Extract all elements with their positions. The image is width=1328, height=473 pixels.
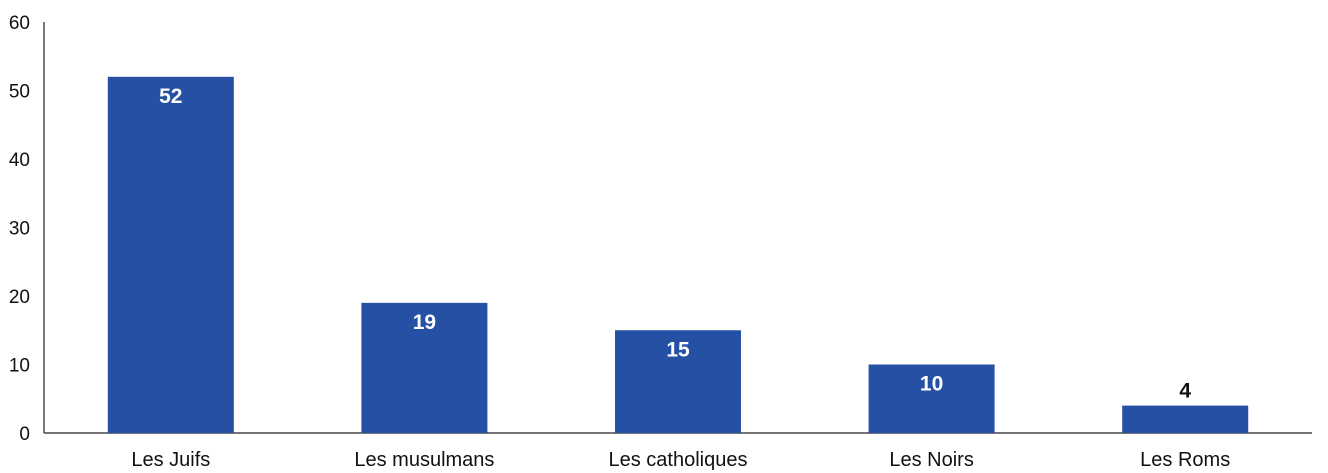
category-labels: Les Juifs Les musulmans Les catholiques Les… [131, 449, 1230, 471]
y-tick-label: 60 [9, 13, 30, 34]
bar [361, 302, 488, 433]
data-label: 19 [413, 311, 436, 334]
y-axis: 0 10 20 30 40 50 60 [9, 13, 45, 445]
data-label: 15 [666, 338, 690, 361]
bar [107, 76, 234, 434]
y-tick-label: 30 [9, 219, 30, 240]
y-tick-label: 10 [9, 356, 30, 377]
bars [107, 76, 1249, 434]
category-label: Les Roms [1140, 449, 1230, 471]
data-label: 10 [920, 373, 943, 396]
category-label: Les Juifs [131, 449, 210, 471]
y-tick-label: 20 [9, 287, 30, 308]
data-label: 52 [159, 85, 182, 108]
category-label: Les catholiques [609, 449, 748, 471]
data-labels: 52 19 15 10 4 [159, 85, 1191, 403]
category-label: Les musulmans [354, 449, 494, 471]
bar [615, 330, 741, 433]
y-tick-label: 40 [9, 150, 30, 171]
y-tick-label: 0 [19, 424, 30, 445]
bar [1122, 405, 1249, 433]
y-tick-label: 50 [9, 82, 30, 103]
data-label: 4 [1179, 380, 1191, 403]
bar [868, 364, 995, 433]
category-label: Les Noirs [889, 449, 973, 471]
